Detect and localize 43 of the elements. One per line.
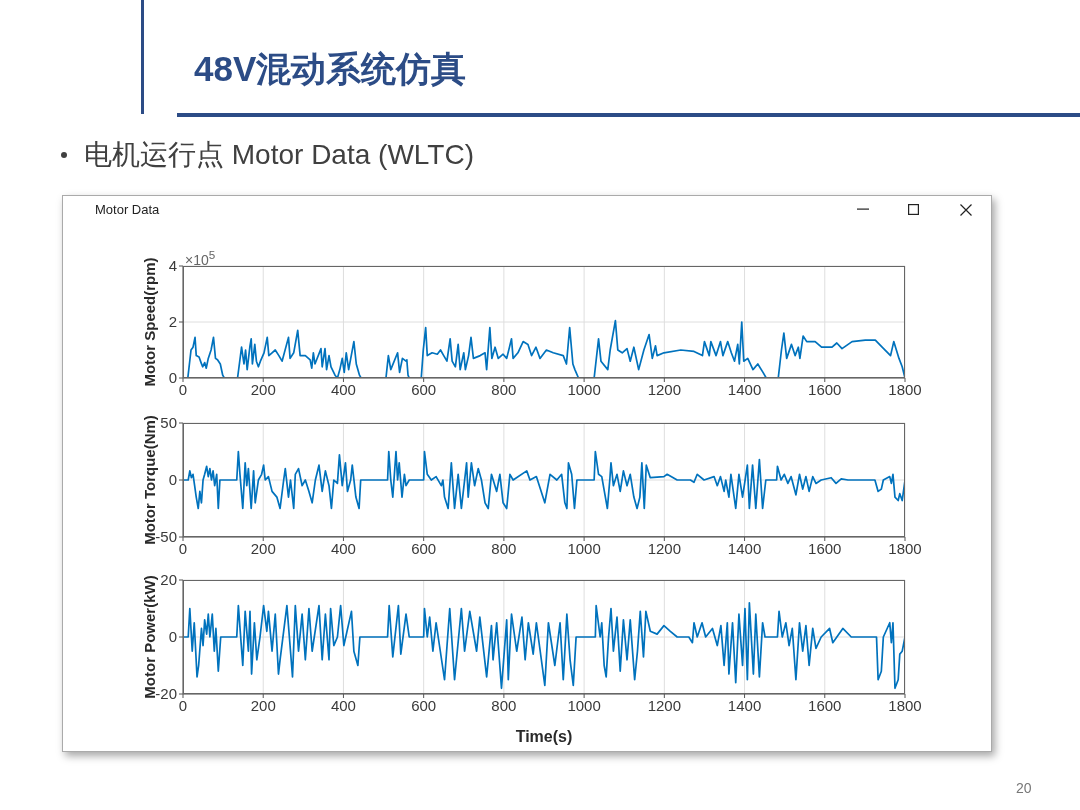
x-tick-label: 400 (330, 380, 356, 398)
x-tick-label: 1200 (647, 696, 682, 714)
y-tick-label: 50 (160, 414, 177, 432)
x-tick-label: 800 (491, 696, 517, 714)
x-tick-label: 1400 (727, 539, 762, 557)
text: 20 (1016, 780, 1032, 797)
y-tick-label: 0 (168, 369, 177, 387)
x-axis-title: Time(s) (515, 728, 573, 745)
x-tick-label: 1800 (888, 380, 922, 398)
x-tick-label: 1200 (647, 380, 682, 398)
y-axis-title: Motor Speed(rpm) (141, 257, 159, 387)
x-tick-label: 1800 (888, 696, 922, 714)
x-tick-label: 200 (250, 539, 276, 557)
x-tick-label: 800 (491, 380, 517, 398)
y-tick-label: 2 (168, 313, 177, 331)
x-tick-label: 1600 (808, 696, 842, 714)
x-tick-label: 200 (250, 696, 276, 714)
line-series (183, 450, 905, 510)
x-tick-label: 800 (491, 539, 517, 557)
x-tick-label: 1400 (727, 380, 762, 398)
x-tick-label: 1600 (808, 539, 842, 557)
chart-title: 48V混动系统仿真 (194, 49, 467, 90)
x-tick-label: 1200 (647, 539, 682, 557)
x-tick-label: 1000 (567, 380, 601, 398)
chart-subtitle: 电机运行点 Motor Data (WLTC) (84, 139, 474, 172)
x-tick-label: 600 (411, 696, 437, 714)
x-tick-label: 400 (330, 539, 356, 557)
x-tick-label: 1000 (567, 539, 601, 557)
y-tick-label: 4 (168, 257, 177, 275)
x-tick-label: 200 (250, 380, 276, 398)
x-tick-label: 1400 (727, 696, 762, 714)
text: Motor Data (95, 202, 160, 218)
x-tick-label: 1600 (808, 380, 842, 398)
x-tick-label: 600 (411, 380, 437, 398)
y-tick-label: 20 (160, 571, 177, 589)
y-tick-label: 0 (168, 628, 177, 646)
x-tick-label: 1000 (567, 696, 601, 714)
x-tick-label: 1800 (888, 539, 922, 557)
line-series (183, 601, 905, 690)
x-tick-label: 400 (330, 696, 356, 714)
y-tick-label: 0 (168, 471, 177, 489)
x-tick-label: 600 (411, 539, 437, 557)
annotation: ×10$^{5}$ (185, 248, 216, 269)
